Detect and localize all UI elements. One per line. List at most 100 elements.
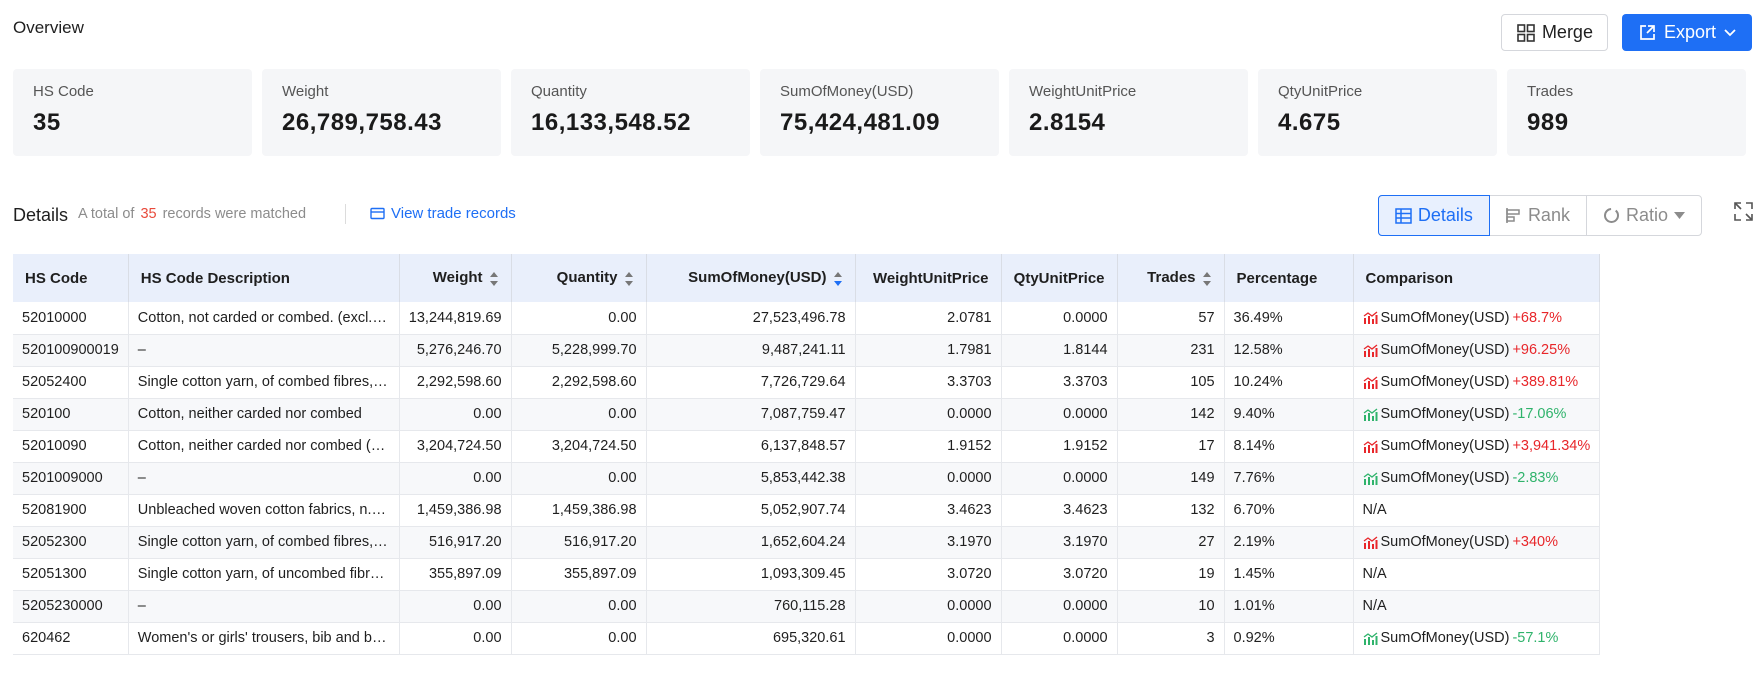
column-header-weight[interactable]: Weight (399, 254, 512, 302)
table-row[interactable]: 520100900019–5,276,246.70 5,228,999.70 9,4… (13, 334, 1601, 367)
records-matched-text: A total of 35 records were matched (78, 206, 306, 222)
sum-of-money-cell: 7,726,729.64 (646, 366, 856, 399)
hs-code-cell: 52051300 (13, 558, 129, 591)
comparison-value: +96.25% (1512, 342, 1571, 358)
table-row[interactable]: 52052300 Single cotton yarn, of combed fi… (13, 526, 1601, 559)
summary-card-trades: Trades 989 (1507, 69, 1746, 156)
details-view-button[interactable]: Details (1377, 195, 1490, 236)
top-actions: Merge Export (1500, 14, 1752, 51)
quantity-cell: 0.00 (511, 590, 647, 623)
weight-cell: 0.00 (399, 398, 512, 431)
description-cell: Cotton, neither carded nor combed (128, 398, 400, 431)
column-header-hs-code[interactable]: HS Code (13, 254, 129, 302)
comparison-cell: SumOfMoney(USD) +389.81% (1353, 366, 1601, 399)
hs-code-cell: 52010000 (13, 302, 129, 335)
ratio-icon (1603, 208, 1619, 223)
column-header-trades[interactable]: Trades (1117, 254, 1225, 302)
comparison-value: -17.06% (1512, 406, 1567, 422)
table-row[interactable]: 52051300 Single cotton yarn, of uncombed … (13, 558, 1601, 591)
comparison-content: N/A (1363, 598, 1591, 614)
trend-up-icon (1363, 439, 1378, 453)
page-title: Overview (13, 18, 84, 37)
comparison-content: N/A (1363, 502, 1591, 518)
table-row[interactable]: 520100 Cotton, neither carded nor combed 0… (13, 398, 1601, 431)
table-row[interactable]: 52081900 Unbleached woven cotton fabrics,… (13, 494, 1601, 527)
comparison-cell: SumOfMoney(USD) +340% (1353, 526, 1601, 559)
details-table: HS Code HS Code Description Weight Quant… (13, 254, 1601, 655)
weight-unit-price-cell: 1.7981 (855, 334, 1002, 367)
column-header-percentage[interactable]: Percentage (1224, 254, 1354, 302)
sort-icon[interactable] (489, 271, 499, 287)
card-value: 989 (1527, 109, 1569, 136)
column-header-sum-of-money[interactable]: SumOfMoney(USD) (646, 254, 856, 302)
percentage-cell: 10.24% (1224, 366, 1354, 399)
weight-cell: 1,459,386.98 (399, 494, 512, 527)
comparison-cell: SumOfMoney(USD) +3,941.34% (1353, 430, 1601, 463)
qty-unit-price-cell: 0.0000 (1001, 302, 1118, 335)
hs-code-cell: 5201009000 (13, 462, 129, 495)
column-header-comparison[interactable]: Comparison (1353, 254, 1601, 302)
comparison-label: SumOfMoney(USD) (1380, 342, 1510, 358)
card-value: 26,789,758.43 (282, 109, 442, 136)
column-header-qty-unit-price[interactable]: QtyUnitPrice (1001, 254, 1118, 302)
comparison-value: -57.1% (1512, 630, 1559, 646)
weight-cell: 3,204,724.50 (399, 430, 512, 463)
comparison-label: SumOfMoney(USD) (1380, 534, 1510, 550)
trades-cell: 231 (1117, 334, 1225, 367)
sum-of-money-cell: 5,052,907.74 (646, 494, 856, 527)
table-row[interactable]: 620462 Women's or girls' trousers, bib an… (13, 622, 1601, 655)
card-value: 4.675 (1278, 109, 1341, 136)
rank-view-label: Rank (1527, 205, 1570, 225)
hs-code-cell: 52081900 (13, 494, 129, 527)
weight-unit-price-cell: 3.1970 (855, 526, 1002, 559)
summary-cards: HS Code 35 Weight 26,789,758.43 Quantity 16… (13, 69, 1746, 156)
table-row[interactable]: 5205230000–0.00 0.00 760,115.28 0.0000 0.000… (13, 590, 1601, 623)
export-button[interactable]: Export (1621, 14, 1752, 51)
comparison-label: SumOfMoney(USD) (1380, 406, 1510, 422)
rank-view-button[interactable]: Rank (1489, 196, 1587, 235)
sort-icon[interactable] (624, 271, 634, 287)
fullscreen-icon[interactable] (1734, 202, 1753, 221)
comparison-content: SumOfMoney(USD) -17.06% (1363, 406, 1591, 422)
comparison-cell: N/A (1353, 558, 1601, 591)
weight-cell: 5,276,246.70 (399, 334, 512, 367)
comparison-value: +340% (1512, 534, 1558, 550)
percentage-cell: 7.76% (1224, 462, 1354, 495)
external-link-icon (1640, 24, 1655, 40)
comparison-cell: N/A (1353, 494, 1601, 527)
table-row[interactable]: 5201009000–0.00 0.00 5,853,442.38 0.0000 0.0… (13, 462, 1601, 495)
weight-cell: 0.00 (399, 622, 512, 655)
table-row[interactable]: 52010090 Cotton, neither carded nor combe… (13, 430, 1601, 463)
quantity-cell: 0.00 (511, 398, 647, 431)
card-label: Quantity (531, 83, 587, 100)
view-trade-records-link[interactable]: View trade records (370, 205, 516, 222)
description-cell: Single cotton yarn, of combed fibres, co… (128, 366, 400, 399)
sum-of-money-cell: 9,487,241.11 (646, 334, 856, 367)
ratio-view-button[interactable]: Ratio (1587, 196, 1701, 235)
table-row[interactable]: 52052400 Single cotton yarn, of combed fi… (13, 366, 1601, 399)
percentage-cell: 9.40% (1224, 398, 1354, 431)
table-icon (1395, 207, 1412, 224)
sort-desc-icon[interactable] (833, 271, 843, 287)
percentage-cell: 12.58% (1224, 334, 1354, 367)
card-value: 75,424,481.09 (780, 109, 940, 136)
column-header-label: Trades (1147, 269, 1196, 287)
trades-cell: 10 (1117, 590, 1225, 623)
hs-code-cell: 520100900019 (13, 334, 129, 367)
column-header-quantity[interactable]: Quantity (511, 254, 647, 302)
table-row[interactable]: 52010000 Cotton, not carded or combed. (e… (13, 302, 1601, 335)
card-icon (370, 207, 385, 220)
column-header-description[interactable]: HS Code Description (128, 254, 400, 302)
comparison-label: SumOfMoney(USD) (1380, 374, 1510, 390)
hs-code-cell: 52052400 (13, 366, 129, 399)
details-view-label: Details (1417, 205, 1473, 225)
summary-card-quantity: Quantity 16,133,548.52 (511, 69, 750, 156)
trend-up-icon (1363, 343, 1378, 357)
card-value: 2.8154 (1029, 109, 1106, 136)
percentage-cell: 8.14% (1224, 430, 1354, 463)
column-header-weight-unit-price[interactable]: WeightUnitPrice (855, 254, 1002, 302)
merge-button[interactable]: Merge (1500, 14, 1608, 51)
sort-icon[interactable] (1202, 271, 1212, 287)
comparison-label: SumOfMoney(USD) (1380, 470, 1510, 486)
comparison-cell: SumOfMoney(USD) +96.25% (1353, 334, 1601, 367)
